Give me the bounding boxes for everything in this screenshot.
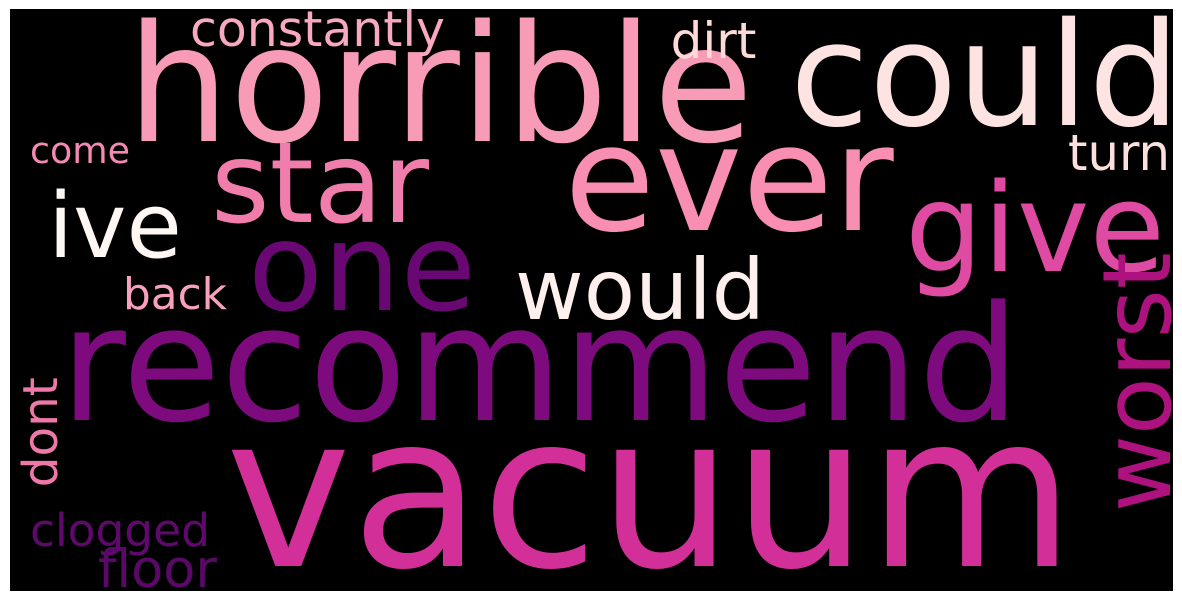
word-dont: dont — [12, 377, 69, 487]
word-vacuum: vacuum — [225, 369, 1075, 591]
word-star: star — [211, 117, 429, 249]
word-horrible: horrible — [126, 9, 754, 180]
word-cloud-canvas: vacuum recommend ever horrible could one… — [10, 9, 1173, 591]
word-dirt: dirt — [670, 12, 757, 70]
word-clogged: clogged — [30, 504, 210, 558]
word-constantly: constantly — [190, 9, 445, 59]
word-recommend: recommend — [60, 270, 1020, 458]
word-ever: ever — [564, 93, 894, 266]
word-back: back — [123, 269, 227, 321]
word-give: give — [905, 156, 1165, 300]
word-floor: floor — [98, 538, 217, 591]
word-one: one — [248, 195, 476, 339]
word-worst: worst — [1082, 252, 1173, 512]
word-turn: turn — [1068, 124, 1170, 183]
word-could: could — [790, 9, 1173, 159]
word-ive: ive — [48, 174, 182, 279]
word-would: would — [515, 241, 765, 339]
word-come: come — [30, 129, 130, 173]
